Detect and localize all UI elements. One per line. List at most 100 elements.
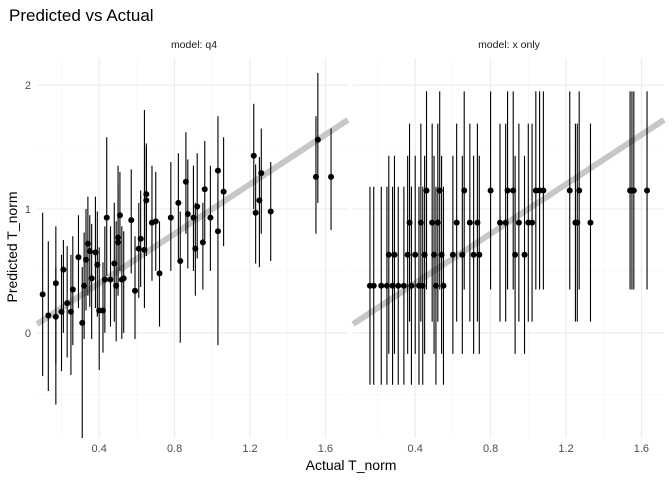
data-point — [103, 214, 110, 221]
data-point — [199, 239, 206, 246]
data-point — [540, 187, 547, 194]
data-point — [99, 307, 106, 314]
data-point — [440, 282, 447, 289]
data-point — [177, 257, 184, 264]
x-tick-label: 0.4 — [408, 443, 423, 455]
data-point — [184, 210, 191, 217]
data-point — [113, 282, 120, 289]
data-point — [459, 251, 466, 258]
data-point — [453, 219, 460, 226]
y-tick-label: 2 — [25, 80, 31, 92]
data-point — [115, 239, 122, 246]
data-point — [88, 275, 95, 282]
y-axis-ticks: 0 1 2 — [25, 80, 31, 340]
x-tick-label: 0.8 — [483, 443, 498, 455]
x-tick-label: 1.2 — [242, 443, 257, 455]
data-point — [395, 282, 402, 289]
data-point — [52, 313, 59, 320]
data-point — [419, 282, 426, 289]
data-point — [190, 214, 197, 221]
panel-q4: model: q4 — [35, 39, 350, 438]
data-point — [250, 152, 257, 159]
data-point — [521, 251, 528, 258]
data-point — [39, 291, 46, 298]
data-point — [111, 260, 118, 267]
data-point — [83, 256, 90, 263]
data-point — [252, 209, 259, 216]
data-point — [152, 218, 159, 225]
x-axis-title: Actual T_norm — [306, 457, 397, 473]
data-point — [566, 187, 573, 194]
data-point — [214, 228, 221, 235]
data-point — [487, 187, 494, 194]
data-point — [67, 308, 74, 315]
data-point — [312, 173, 319, 180]
panel-label-q4: model: q4 — [171, 39, 217, 51]
data-point — [510, 187, 517, 194]
data-point — [644, 187, 651, 194]
data-point — [466, 219, 473, 226]
data-point — [92, 249, 99, 256]
reference-line — [35, 117, 350, 327]
data-point — [60, 266, 67, 273]
y-axis-title: Predicted T_norm — [4, 191, 20, 302]
y-tick-label: 1 — [25, 204, 31, 216]
x-axis-ticks: 0.4 0.8 1.2 1.6 0.4 0.8 1.2 1.6 — [92, 443, 649, 455]
data-point — [438, 251, 445, 258]
data-point — [116, 212, 123, 219]
data-point — [314, 136, 321, 143]
data-point — [423, 187, 430, 194]
data-point — [201, 186, 208, 193]
data-point — [167, 214, 174, 221]
data-point — [429, 219, 436, 226]
data-point — [529, 219, 536, 226]
panel-grid — [353, 58, 664, 438]
data-point — [421, 251, 428, 258]
data-point — [385, 251, 392, 258]
data-point — [75, 254, 82, 261]
panel-label-x-only: model: x only — [478, 39, 541, 51]
data-point — [502, 219, 509, 226]
data-point — [576, 187, 583, 194]
data-point — [143, 197, 150, 204]
data-point — [267, 208, 274, 215]
data-point — [86, 248, 93, 255]
data-point — [175, 199, 182, 206]
data-point — [328, 173, 335, 180]
data-point — [406, 219, 413, 226]
data-point — [132, 287, 139, 294]
data-point — [69, 286, 76, 293]
data-point — [461, 187, 468, 194]
data-point — [101, 276, 108, 283]
data-point — [64, 300, 71, 307]
data-point — [214, 167, 221, 174]
data-point — [431, 251, 438, 258]
data-point — [574, 219, 581, 226]
data-point — [434, 219, 441, 226]
data-point — [432, 282, 439, 289]
data-point — [94, 261, 101, 268]
data-point — [258, 170, 265, 177]
data-point — [417, 219, 424, 226]
data-marks — [366, 91, 651, 385]
data-point — [391, 251, 398, 258]
data-point — [81, 282, 88, 289]
chart-title: Predicted vs Actual — [9, 6, 154, 25]
data-point — [84, 240, 91, 247]
x-tick-label: 1.2 — [558, 443, 573, 455]
data-point — [120, 275, 127, 282]
data-point — [497, 219, 504, 226]
data-point — [194, 203, 201, 210]
data-point — [515, 219, 522, 226]
data-point — [79, 319, 86, 326]
data-point — [587, 219, 594, 226]
data-marks — [39, 72, 335, 438]
data-point — [115, 234, 122, 241]
data-point — [128, 217, 135, 224]
x-tick-label: 0.4 — [92, 443, 107, 455]
data-point — [470, 251, 477, 258]
x-tick-label: 0.8 — [167, 443, 182, 455]
data-point — [412, 251, 419, 258]
data-point — [383, 282, 390, 289]
data-point — [220, 188, 227, 195]
